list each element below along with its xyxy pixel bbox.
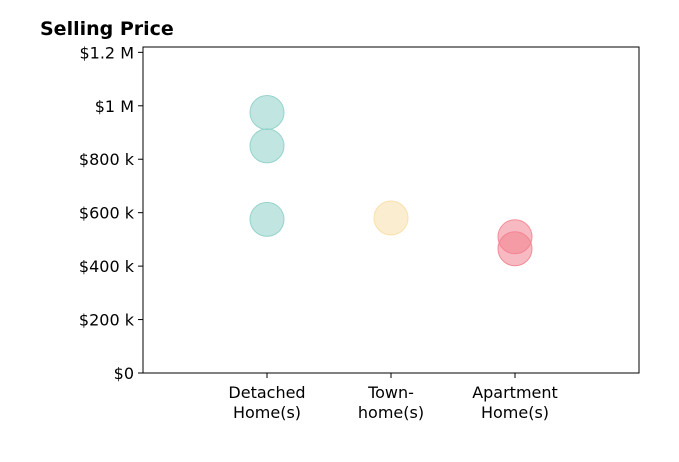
y-tick-label: $600 k — [79, 204, 135, 223]
x-tick-label-line: Home(s) — [233, 403, 301, 422]
y-axis: $0 $200 k $400 k $600 k $800 k $1 M $1.2 M — [79, 43, 143, 383]
x-tick-label: Detached Home(s) — [228, 383, 305, 422]
x-tick-label-line: Apartment — [472, 383, 558, 402]
x-tick-label-line: Detached — [228, 383, 305, 402]
x-tick-label: Apartment Home(s) — [472, 383, 558, 422]
x-tick-label-line: Town- — [367, 383, 414, 402]
x-axis: Detached Home(s)Town-home(s)Apartment Home… — [228, 373, 558, 422]
x-tick-label-line: home(s) — [358, 403, 424, 422]
x-tick-label: Town-home(s) — [358, 383, 424, 422]
y-tick-label: $1 M — [95, 97, 134, 116]
data-points — [249, 94, 533, 267]
chart-title: Selling Price — [40, 18, 174, 40]
y-tick-label: $1.2 M — [79, 43, 134, 62]
data-point — [249, 201, 285, 237]
data-point — [249, 94, 285, 130]
y-tick-label: $0 — [114, 364, 134, 383]
y-tick-label: $200 k — [79, 311, 135, 330]
data-point — [497, 231, 533, 267]
data-point — [373, 200, 409, 236]
x-tick-label-line: Home(s) — [481, 403, 549, 422]
data-point — [249, 128, 285, 164]
y-tick-label: $400 k — [79, 257, 135, 276]
y-tick-label: $800 k — [79, 150, 135, 169]
